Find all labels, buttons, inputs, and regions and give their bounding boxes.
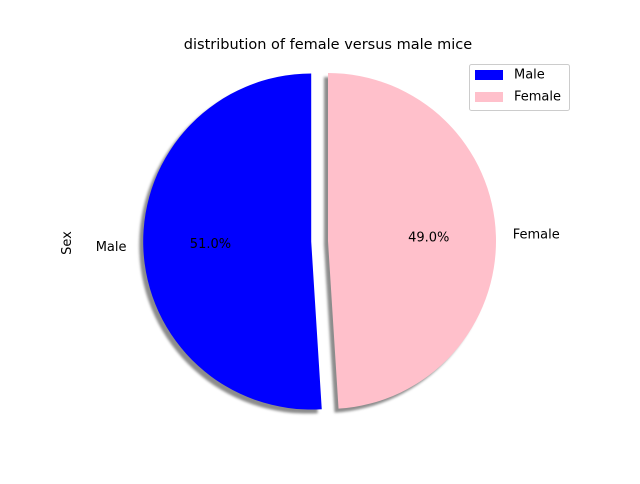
legend-swatch-male (475, 70, 503, 80)
pie-slice-female (328, 73, 497, 409)
legend-label-female: Female (514, 90, 561, 105)
pct-label-male: 51.0% (190, 237, 231, 252)
legend-label-male: Male (514, 68, 545, 83)
pie-labels: 51.0% Male 49.0% Female (96, 228, 560, 255)
legend: Male Female (469, 64, 570, 111)
legend-swatch-female (475, 92, 503, 102)
y-axis-label: Sex (60, 231, 75, 255)
slice-label-female: Female (513, 228, 560, 243)
pct-label-female: 49.0% (408, 230, 449, 245)
slice-label-male: Male (96, 240, 127, 255)
chart-title: distribution of female versus male mice (184, 37, 472, 53)
legend-entries: Male Female (475, 68, 561, 105)
pie-slices (143, 73, 497, 410)
pie-slice-male (143, 73, 322, 410)
